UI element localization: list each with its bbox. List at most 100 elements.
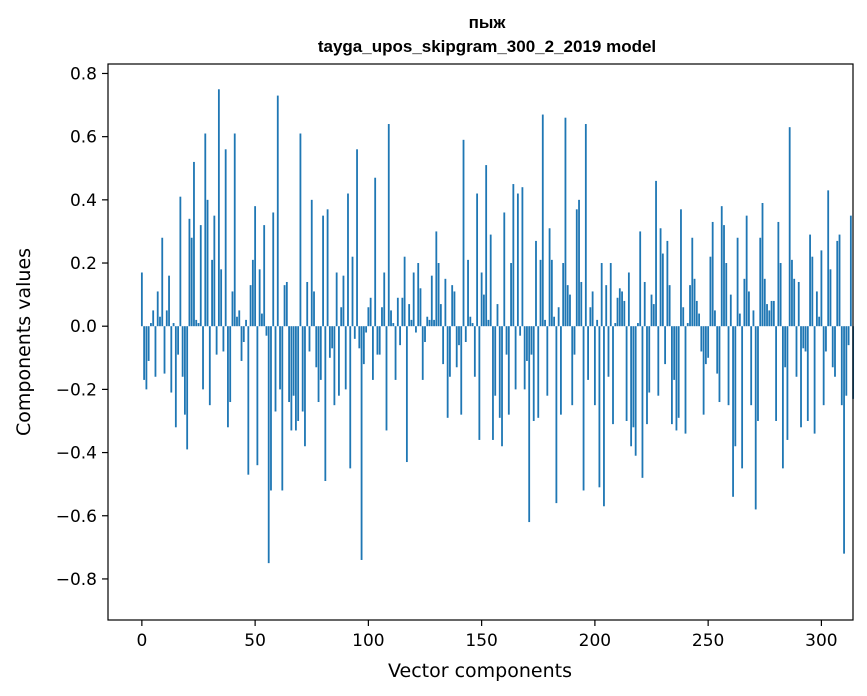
bar-5 bbox=[152, 310, 155, 327]
bar-32 bbox=[213, 215, 216, 327]
bar-83 bbox=[328, 326, 331, 358]
bar-59 bbox=[274, 326, 277, 412]
bar-52 bbox=[258, 269, 261, 327]
bar-36 bbox=[222, 326, 225, 352]
bar-86 bbox=[335, 272, 338, 327]
bar-16 bbox=[177, 326, 180, 355]
bar-296 bbox=[811, 256, 814, 327]
bar-199 bbox=[591, 291, 594, 327]
bar-301 bbox=[822, 326, 825, 406]
bar-232 bbox=[666, 240, 669, 327]
x-axis-ticks: 0 50 100 150 200 250 300 bbox=[136, 620, 838, 651]
bar-19 bbox=[183, 326, 186, 415]
bar-114 bbox=[399, 326, 401, 346]
bar-215 bbox=[627, 272, 630, 327]
bar-48 bbox=[249, 285, 252, 327]
bar-175 bbox=[537, 326, 540, 418]
bar-295 bbox=[809, 234, 811, 327]
bar-309 bbox=[840, 326, 843, 406]
bar-61 bbox=[279, 326, 281, 390]
bar-81 bbox=[324, 326, 327, 481]
bar-9 bbox=[161, 237, 164, 327]
bar-299 bbox=[818, 316, 821, 327]
bar-283 bbox=[781, 326, 784, 469]
bar-66 bbox=[290, 326, 293, 431]
bar-138 bbox=[453, 291, 456, 327]
y-tick-label: 0.2 bbox=[70, 254, 97, 274]
bar-293 bbox=[804, 326, 807, 352]
bar-148 bbox=[476, 193, 479, 327]
bar-285 bbox=[786, 326, 789, 440]
bar-184 bbox=[557, 307, 560, 327]
bar-95 bbox=[356, 149, 358, 327]
bar-288 bbox=[793, 278, 796, 327]
bar-18 bbox=[181, 326, 184, 377]
bar-289 bbox=[795, 326, 798, 377]
bar-14 bbox=[172, 323, 175, 327]
bar-39 bbox=[229, 326, 232, 403]
bar-65 bbox=[288, 326, 290, 403]
bar-248 bbox=[702, 326, 705, 415]
bar-54 bbox=[263, 225, 266, 327]
bar-120 bbox=[412, 272, 415, 327]
bar-182 bbox=[553, 316, 556, 327]
bar-29 bbox=[206, 199, 209, 327]
bar-149 bbox=[478, 326, 481, 440]
bar-228 bbox=[657, 326, 660, 396]
bar-306 bbox=[834, 326, 836, 377]
bar-161 bbox=[505, 326, 508, 355]
bar-180 bbox=[548, 228, 551, 327]
bar-246 bbox=[698, 313, 700, 327]
bar-108 bbox=[385, 326, 388, 431]
bar-11 bbox=[165, 310, 168, 327]
bar-137 bbox=[451, 285, 454, 327]
bar-297 bbox=[813, 326, 816, 434]
bar-287 bbox=[791, 259, 793, 327]
bar-97 bbox=[360, 326, 363, 560]
bar-71 bbox=[301, 326, 304, 412]
bar-168 bbox=[521, 187, 524, 327]
bar-187 bbox=[564, 117, 567, 327]
bar-170 bbox=[526, 326, 528, 361]
bar-216 bbox=[630, 326, 633, 447]
bar-27 bbox=[202, 326, 204, 390]
bar-141 bbox=[460, 326, 463, 415]
bar-212 bbox=[621, 291, 623, 327]
bar-99 bbox=[365, 326, 368, 333]
bar-181 bbox=[550, 259, 553, 327]
bar-196 bbox=[584, 124, 587, 327]
x-tick-label: 300 bbox=[805, 631, 837, 651]
bar-177 bbox=[541, 114, 544, 327]
bar-178 bbox=[544, 319, 546, 327]
bar-85 bbox=[333, 326, 336, 406]
bar-74 bbox=[308, 326, 311, 352]
bar-209 bbox=[614, 323, 617, 327]
bar-235 bbox=[673, 326, 676, 380]
bar-155 bbox=[492, 326, 494, 440]
bar-62 bbox=[281, 326, 284, 491]
chart-title-line-2: tayga_upos_skipgram_300_2_2019 model bbox=[318, 37, 656, 56]
bar-28 bbox=[204, 133, 207, 327]
bar-236 bbox=[675, 326, 678, 431]
bar-112 bbox=[394, 326, 397, 380]
bar-202 bbox=[598, 326, 601, 488]
bar-208 bbox=[612, 326, 614, 425]
bar-206 bbox=[607, 326, 610, 377]
bar-119 bbox=[410, 319, 413, 327]
bar-38 bbox=[227, 326, 229, 428]
bar-266 bbox=[743, 278, 746, 327]
bar-176 bbox=[539, 259, 542, 327]
bar-126 bbox=[426, 316, 429, 327]
x-tick-label: 0 bbox=[136, 631, 147, 651]
bar-183 bbox=[555, 326, 558, 504]
bar-55 bbox=[265, 326, 268, 336]
bar-173 bbox=[532, 326, 535, 421]
bar-123 bbox=[419, 288, 422, 327]
bar-282 bbox=[779, 263, 782, 327]
bar-256 bbox=[720, 206, 723, 327]
bar-254 bbox=[716, 326, 719, 374]
bar-40 bbox=[231, 291, 234, 327]
bar-220 bbox=[639, 231, 642, 327]
bar-67 bbox=[292, 326, 295, 396]
bar-49 bbox=[251, 259, 254, 327]
